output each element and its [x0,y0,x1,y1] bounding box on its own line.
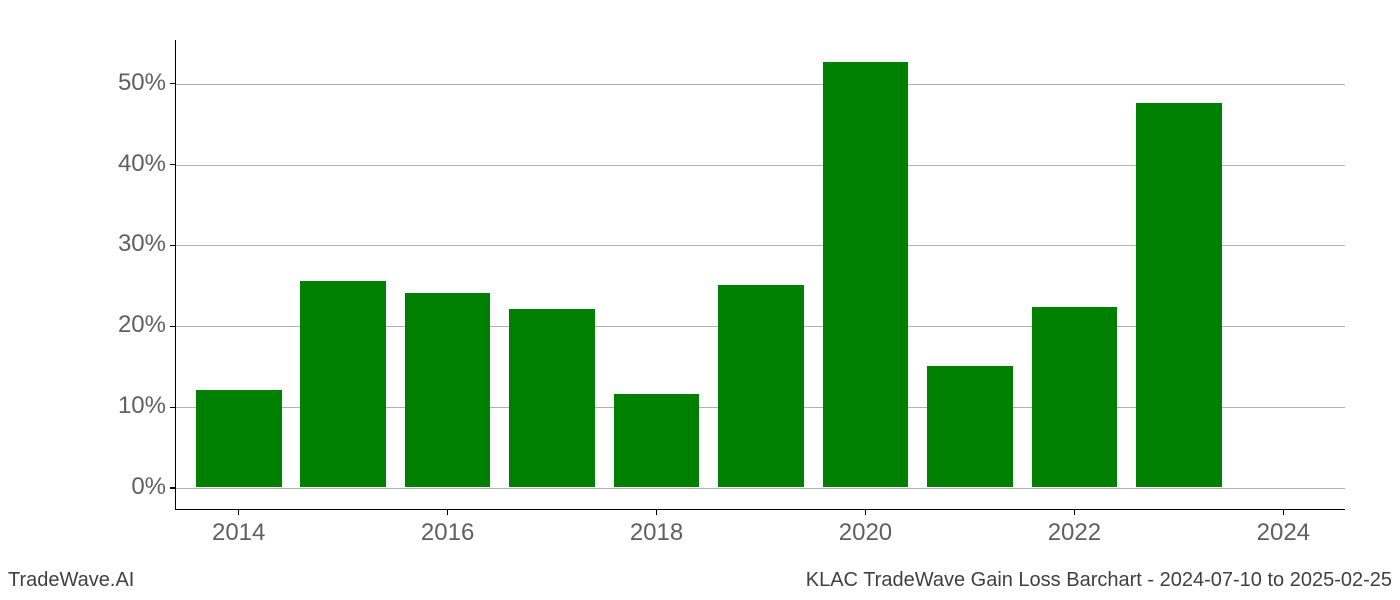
ytick-label: 30% [118,230,176,258]
bar [614,394,700,487]
gridline [176,488,1345,489]
xtick-label: 2014 [212,509,265,547]
bar [509,309,595,487]
ytick-label: 0% [131,473,176,501]
xtick-label: 2020 [839,509,892,547]
xtick-label: 2018 [630,509,683,547]
bar [927,366,1013,487]
gridline [176,84,1345,85]
footer-left-text: TradeWave.AI [8,569,134,592]
bar [718,285,804,487]
bar [196,390,282,487]
bar [405,293,491,487]
ytick-label: 20% [118,311,176,339]
bar [300,281,386,487]
ytick-label: 50% [118,69,176,97]
bar [1032,307,1118,487]
plot-area: 0%10%20%30%40%50%20142016201820202022202… [175,40,1345,510]
xtick-label: 2024 [1257,509,1310,547]
xtick-label: 2022 [1048,509,1101,547]
ytick-label: 40% [118,150,176,178]
bar [823,62,909,487]
bar [1136,103,1222,487]
ytick-label: 10% [118,392,176,420]
footer-right-text: KLAC TradeWave Gain Loss Barchart - 2024… [806,569,1392,592]
xtick-label: 2016 [421,509,474,547]
chart-container: 0% 10% 20% 30% 40% 50% 2014 2016 2018 2020 2022 202… [0,0,1400,600]
